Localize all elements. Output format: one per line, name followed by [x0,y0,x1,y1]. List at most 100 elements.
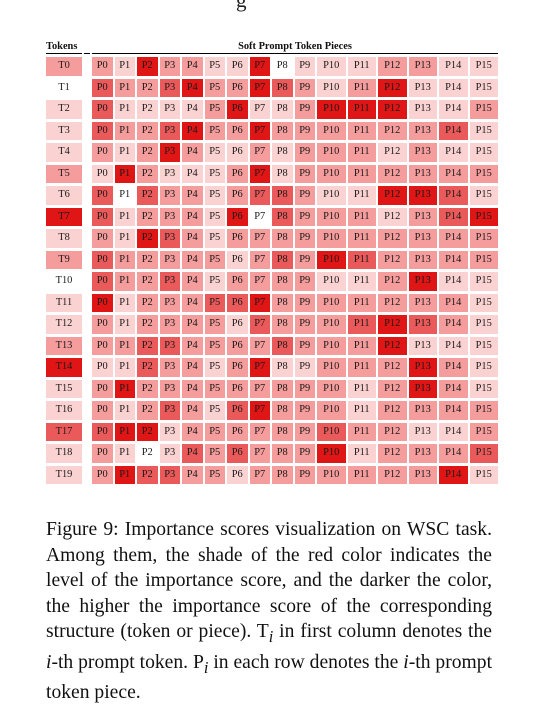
piece-cell: P11 [347,272,376,291]
piece-cell: P5 [204,57,225,76]
piece-cell: P2 [137,57,158,76]
table-row: T14 P0 P1 P2 P3 P4 P5 P6 P7 P8 P9 P10 P11 P12 P13 P14 P1… [46,358,498,377]
piece-cell: P0 [92,336,113,355]
token-cell: T16 [46,401,82,420]
piece-cell: P13 [408,422,437,441]
piece-cell: P7 [249,121,270,140]
piece-cell: P8 [272,229,293,248]
piece-cell: P1 [114,293,135,312]
piece-cell: P14 [439,121,468,140]
piece-cell: P12 [378,164,407,183]
piece-cell: P12 [378,121,407,140]
piece-cell: P13 [408,444,437,463]
piece-cell: P2 [137,272,158,291]
piece-cell: P9 [294,379,315,398]
piece-cell: P6 [227,444,248,463]
piece-cell: P10 [317,272,346,291]
table-row: T12 P0 P1 P2 P3 P4 P5 P6 P7 P8 P9 P10 P11 P12 P13 P14 P1… [46,315,498,334]
piece-cell: P12 [378,143,407,162]
piece-cell: P15 [469,207,498,226]
piece-cell: P11 [347,100,376,119]
piece-cell: P14 [439,358,468,377]
piece-cell: P12 [378,379,407,398]
piece-cell: P2 [137,186,158,205]
piece-cell: P11 [347,57,376,76]
piece-cell: P12 [378,422,407,441]
table-row: T9 P0 P1 P2 P3 P4 P5 P6 P7 P8 P9 P10 P11 P12 P13 P14 P15 [46,250,498,269]
table-row: T19 P0 P1 P2 P3 P4 P5 P6 P7 P8 P9 P10 P11 P12 P13 P14 P1… [46,465,498,484]
piece-cell: P7 [249,164,270,183]
piece-cell: P9 [294,401,315,420]
piece-cell: P5 [204,250,225,269]
piece-cell: P5 [204,207,225,226]
piece-cell: P11 [347,444,376,463]
piece-cell: P9 [294,143,315,162]
piece-cell: P11 [347,315,376,334]
piece-cell: P2 [137,315,158,334]
token-cell: T18 [46,444,82,463]
piece-cell: P1 [114,143,135,162]
piece-cell: P0 [92,444,113,463]
piece-cell: P5 [204,465,225,484]
token-cell: T6 [46,186,82,205]
caption-text-5: in each row denotes the [208,651,404,673]
piece-cell: P9 [294,229,315,248]
importance-grid: Tokens Soft Prompt Token Pieces T0 P0 P1 P2… [44,38,500,487]
token-cell: T8 [46,229,82,248]
piece-cell: P11 [347,121,376,140]
piece-cell: P8 [272,465,293,484]
piece-cell: P3 [159,272,180,291]
piece-cell: P7 [249,100,270,119]
piece-cell: P4 [182,336,203,355]
piece-cell: P5 [204,358,225,377]
piece-cell: P0 [92,315,113,334]
piece-cell: P6 [227,465,248,484]
piece-cell: P0 [92,272,113,291]
piece-cell: P3 [159,143,180,162]
piece-cell: P1 [114,207,135,226]
piece-cell: P0 [92,143,113,162]
piece-cell: P10 [317,250,346,269]
piece-cell: P6 [227,207,248,226]
piece-cell: P0 [92,250,113,269]
piece-cell: P12 [378,465,407,484]
piece-cell: P6 [227,422,248,441]
piece-cell: P13 [408,465,437,484]
table-row: T3 P0 P1 P2 P3 P4 P5 P6 P7 P8 P9 P10 P11 P12 P13 P14 P15 [46,121,498,140]
piece-cell: P6 [227,336,248,355]
table-row: T11 P0 P1 P2 P3 P4 P5 P6 P7 P8 P9 P10 P11 P12 P13 P14 P1… [46,293,498,312]
piece-cell: P15 [469,379,498,398]
piece-cell: P15 [469,186,498,205]
piece-cell: P8 [272,379,293,398]
piece-cell: P8 [272,100,293,119]
piece-cell: P1 [114,250,135,269]
piece-cell: P3 [159,100,180,119]
piece-cell: P7 [249,207,270,226]
piece-cell: P10 [317,164,346,183]
piece-cell: P6 [227,358,248,377]
piece-cell: P12 [378,293,407,312]
piece-cell: P1 [114,422,135,441]
piece-cell: P5 [204,229,225,248]
piece-cell: P13 [408,121,437,140]
piece-cell: P2 [137,143,158,162]
piece-cell: P4 [182,250,203,269]
piece-cell: P7 [249,272,270,291]
table-header-row: Tokens Soft Prompt Token Pieces [46,41,498,54]
piece-cell: P0 [92,57,113,76]
piece-cell: P7 [249,422,270,441]
piece-cell: P5 [204,401,225,420]
token-cell: T11 [46,293,82,312]
piece-cell: P3 [159,379,180,398]
piece-cell: P4 [182,465,203,484]
piece-cell: P9 [294,78,315,97]
piece-cell: P8 [272,78,293,97]
piece-cell: P11 [347,78,376,97]
piece-cell: P10 [317,207,346,226]
piece-cell: P10 [317,121,346,140]
piece-cell: P13 [408,315,437,334]
piece-cell: P11 [347,164,376,183]
piece-cell: P0 [92,78,113,97]
piece-cell: P14 [439,207,468,226]
piece-cell: P0 [92,293,113,312]
